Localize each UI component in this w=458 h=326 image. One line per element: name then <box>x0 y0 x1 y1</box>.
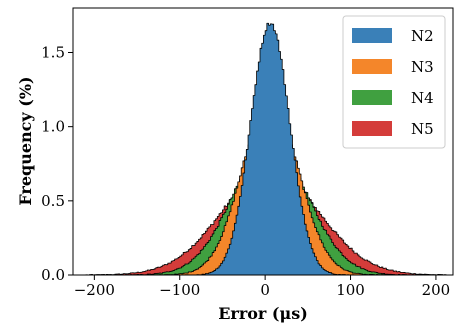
x-tick-label: −200 <box>74 281 115 299</box>
legend-label-n3: N3 <box>411 58 434 76</box>
x-tick-label: −100 <box>159 281 200 299</box>
x-tick-label: 0 <box>260 281 270 299</box>
x-tick-label: 200 <box>422 281 451 299</box>
legend: N2 N3 N4 N5 <box>342 15 446 149</box>
y-tick-label: 0.0 <box>41 266 65 284</box>
legend-swatch-n4 <box>352 90 392 105</box>
legend-label-n4: N4 <box>411 89 434 107</box>
x-axis: −200 −100 0 100 200 <box>74 275 450 299</box>
x-tick-label: 100 <box>336 281 365 299</box>
legend-swatch-n2 <box>352 28 392 43</box>
legend-label-n5: N5 <box>411 120 434 138</box>
y-tick-label: 1.0 <box>41 118 65 136</box>
x-axis-title: Error (μs) <box>218 304 308 323</box>
y-axis: 0.0 0.5 1.0 1.5 <box>41 44 73 284</box>
y-axis-title: Frequency (%) <box>16 76 35 205</box>
y-tick-label: 0.5 <box>41 192 65 210</box>
legend-box <box>342 15 446 149</box>
legend-label-n2: N2 <box>411 27 434 45</box>
legend-swatch-n3 <box>352 59 392 74</box>
legend-swatch-n5 <box>352 121 392 136</box>
y-tick-label: 1.5 <box>41 44 65 62</box>
plot-frame <box>72 7 454 276</box>
